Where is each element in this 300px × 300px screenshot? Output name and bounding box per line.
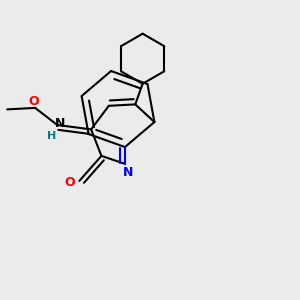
Text: H: H (47, 131, 56, 141)
Text: N: N (123, 166, 133, 179)
Text: O: O (64, 176, 75, 189)
Text: N: N (54, 117, 65, 130)
Text: O: O (28, 95, 39, 108)
